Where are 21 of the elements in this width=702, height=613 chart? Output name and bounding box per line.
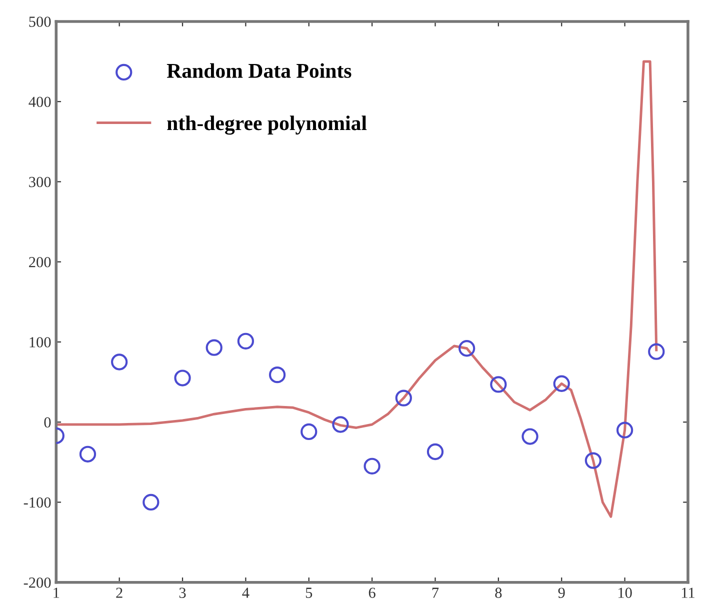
x-tick-label: 7	[432, 588, 439, 598]
x-tick-label: 9	[558, 588, 565, 598]
x-tick-label: 2	[116, 588, 122, 598]
legend-label: Random Data Points	[166, 63, 352, 78]
x-tick-label: 5	[306, 588, 312, 598]
y-tick-label: 500	[29, 16, 51, 27]
y-tick-label: -100	[24, 497, 51, 508]
y-tick-label: 100	[30, 337, 51, 348]
y-tick-label: 300	[29, 176, 51, 188]
x-tick-label: 1	[54, 588, 60, 598]
x-tick-label: 3	[179, 588, 186, 598]
x-tick-label: 4	[242, 588, 250, 598]
x-tick-label: 11	[682, 588, 694, 598]
x-tick-label: 6	[368, 588, 376, 598]
y-tick-label: 400	[28, 96, 51, 108]
x-tick-label: 10	[618, 588, 632, 598]
y-tick-label: 0	[44, 417, 51, 428]
legend-label: nth-degree polynomial	[167, 116, 367, 135]
y-tick-label: 200	[29, 256, 51, 268]
y-tick-label: -200	[24, 577, 51, 588]
x-tick-label: 8	[495, 588, 502, 598]
